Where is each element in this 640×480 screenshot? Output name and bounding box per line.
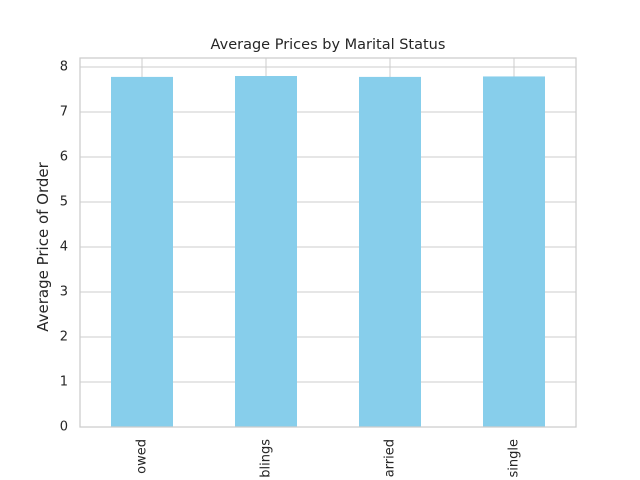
bar-1 (111, 76, 173, 428)
y-tick-label: 8 (60, 60, 68, 75)
tick-labels: 0 1 2 3 4 5 6 7 8 owed blings arried single (60, 60, 522, 478)
x-tick-label: blings (259, 439, 274, 478)
bar-2 (235, 76, 297, 427)
y-tick-label: 4 (60, 240, 68, 255)
y-tick-label: 5 (60, 195, 68, 210)
y-tick-label: 3 (60, 285, 68, 300)
y-tick-label: 6 (60, 150, 68, 165)
y-axis-label: Average Price of Order (34, 161, 52, 331)
y-tick-label: 1 (60, 375, 68, 390)
plot-frame (79, 57, 577, 428)
x-tick-label: owed (135, 439, 150, 474)
x-tick-label: single (507, 439, 522, 478)
bars (111, 76, 545, 428)
x-tick-label: arried (383, 439, 398, 477)
y-tick-label: 2 (60, 330, 68, 345)
y-tick-label: 0 (60, 420, 68, 435)
bar-3 (359, 76, 421, 428)
y-tick-label: 7 (60, 105, 68, 120)
bar-4 (483, 76, 545, 427)
chart-title: Average Prices by Marital Status (211, 37, 446, 53)
